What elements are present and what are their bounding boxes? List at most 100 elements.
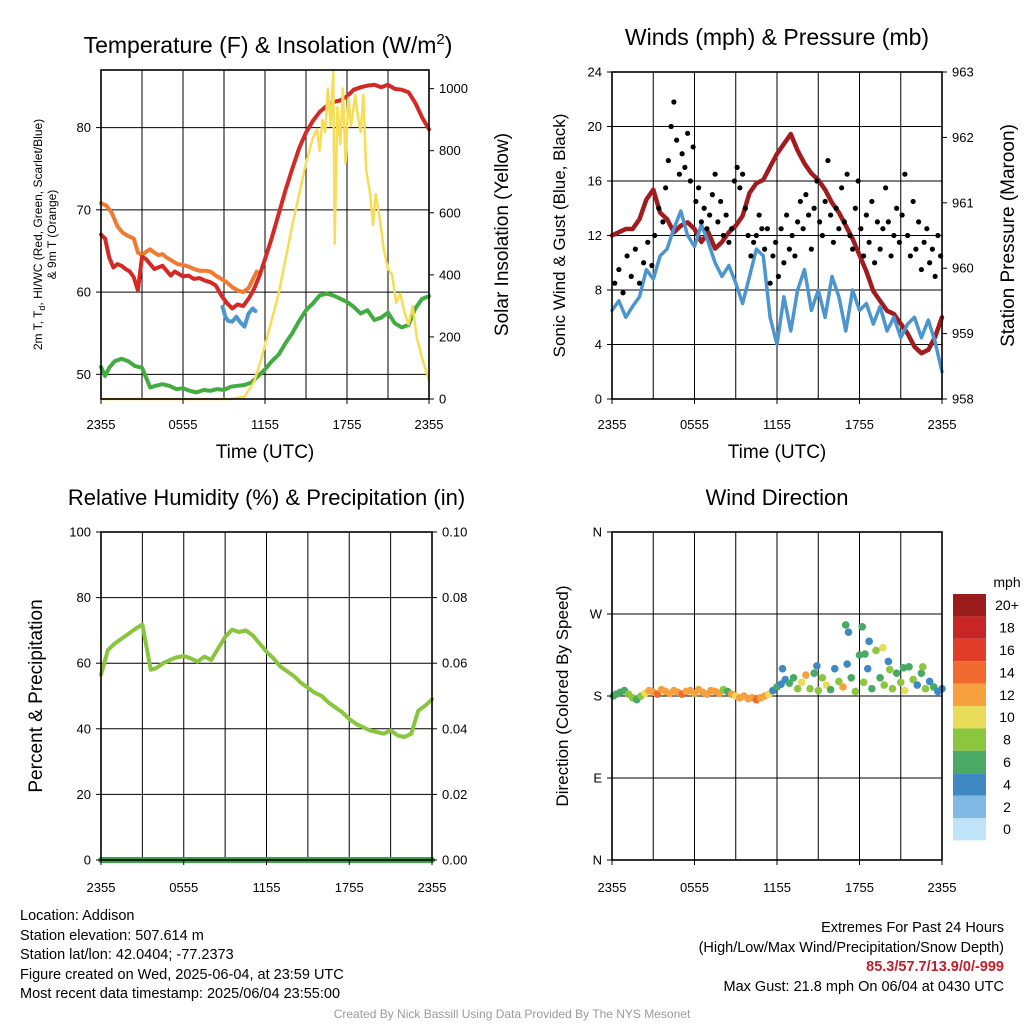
point-gust (742, 205, 748, 211)
panel-3-title: Wind Direction (705, 485, 848, 510)
wind-direction-point (797, 678, 806, 687)
point-gust (740, 171, 746, 177)
created-text: Figure created on Wed, 2025-06-04, at 23… (20, 966, 344, 983)
point-gust (628, 273, 634, 279)
recent-data-text: Most recent data timestamp: 2025/06/04 2… (20, 986, 341, 1002)
x-tick-label-1: 0555 (680, 417, 709, 432)
legend-swatch (953, 706, 986, 729)
panel-0-ylabel-line2: & 9m T (Orange) (45, 190, 59, 280)
point-gust (929, 246, 935, 252)
point-gust (624, 253, 630, 259)
point-gust (833, 205, 839, 211)
point-gust (707, 212, 713, 218)
point-gust (822, 198, 828, 205)
wind-direction-point (884, 657, 893, 666)
max-gust-text: Max Gust: 21.8 mph On 06/04 at 0430 UTC (723, 978, 1004, 995)
point-gust (841, 219, 847, 225)
y-tick-label-0: 80 (77, 120, 91, 135)
point-gust (632, 246, 638, 252)
legend-label: 18 (999, 620, 1015, 636)
y-tick-label-2: 20 (77, 787, 91, 802)
point-gust (905, 232, 911, 239)
panel-2-title: Relative Humidity (%) & Precipitation (i… (68, 485, 465, 510)
y-tick-label-2: 100 (69, 525, 91, 540)
point-gust (781, 260, 787, 266)
y2-tick-label-0: 600 (439, 205, 461, 220)
x-tick-label-0: 2355 (415, 417, 444, 432)
series-wind-line (610, 209, 944, 374)
wind-direction-point (785, 679, 794, 688)
point-gust (891, 232, 897, 239)
y2-tick-label-2: 0.00 (442, 853, 467, 868)
wind-direction-point (793, 684, 802, 693)
point-gust (612, 280, 618, 286)
x-tick-label-3: 2355 (928, 880, 957, 895)
point-gust (641, 260, 647, 266)
point-gust (902, 171, 908, 177)
wind-direction-point (835, 677, 843, 686)
x-tick-label-0: 1755 (333, 417, 362, 432)
y-tick-label-0: 60 (77, 285, 91, 300)
point-gust (808, 246, 814, 252)
legend-label: 16 (999, 642, 1015, 658)
wind-direction-point (880, 681, 889, 689)
wind-direction-point (885, 665, 894, 674)
point-gust (924, 226, 930, 232)
point-gust (935, 232, 941, 239)
wind-direction-point (844, 628, 853, 637)
panel-0-ylabel: 2m T, Td, HI/WC (Red, Green, Scarlet/Blu… (31, 119, 47, 350)
point-gust (855, 178, 861, 184)
series-rh-line (99, 622, 434, 739)
y2-tick-label-0: 800 (439, 143, 461, 158)
legend-label: 6 (1003, 754, 1011, 770)
x-tick-label-2: 1755 (335, 880, 364, 895)
point-gust (839, 185, 845, 191)
point-gust (811, 205, 817, 211)
y-tick-label-3: N (593, 853, 602, 868)
wind-direction-point (778, 664, 787, 673)
y2-tick-label-1: 959 (952, 326, 974, 341)
wind-direction-point (814, 686, 823, 695)
wind-direction-point (872, 646, 880, 655)
legend-swatch (953, 728, 986, 751)
wind-direction-point (899, 663, 908, 672)
y2-tick-label-1: 960 (952, 261, 974, 276)
point-gust (874, 219, 880, 225)
legend-label: 0 (1003, 821, 1011, 837)
y2-tick-label-1: 958 (952, 392, 974, 407)
point-gust (682, 164, 688, 170)
point-gust (921, 239, 927, 245)
x-tick-label-3: 2355 (598, 880, 627, 895)
x-tick-label-3: 1155 (763, 880, 791, 895)
point-gust (723, 212, 729, 218)
legend-label: 14 (999, 664, 1015, 680)
point-gust (720, 232, 726, 239)
legend-label: 4 (1003, 776, 1011, 792)
legend-swatch (953, 773, 986, 796)
point-gust (701, 205, 707, 211)
point-gust (792, 253, 798, 259)
point-gust (737, 185, 743, 191)
panel-2-ylabel: Percent & Precipitation (26, 599, 47, 792)
y-tick-label-1: 8 (595, 283, 602, 298)
y2-tick-label-0: 0 (439, 392, 446, 407)
panel-1-y2label: Station Pressure (Maroon) (998, 124, 1019, 347)
extremes-title: Extremes For Past 24 Hours (821, 920, 1004, 936)
y-tick-label-1: 24 (588, 65, 602, 80)
point-gust (726, 239, 732, 245)
point-gust (888, 253, 894, 259)
wind-direction-point (861, 650, 869, 658)
point-gust (645, 239, 651, 245)
point-gust (927, 260, 933, 266)
y-tick-label-2: 0 (84, 853, 91, 868)
point-gust (759, 226, 765, 232)
point-gust (748, 253, 754, 259)
wind-direction-point (863, 664, 872, 673)
y-tick-label-0: 70 (77, 202, 91, 217)
series-t-line (99, 82, 431, 311)
y-tick-label-1: 20 (588, 119, 602, 134)
legend-title: mph (993, 574, 1020, 590)
x-tick-label-2: 1155 (253, 880, 281, 895)
point-gust (883, 185, 889, 191)
point-gust (786, 246, 792, 252)
